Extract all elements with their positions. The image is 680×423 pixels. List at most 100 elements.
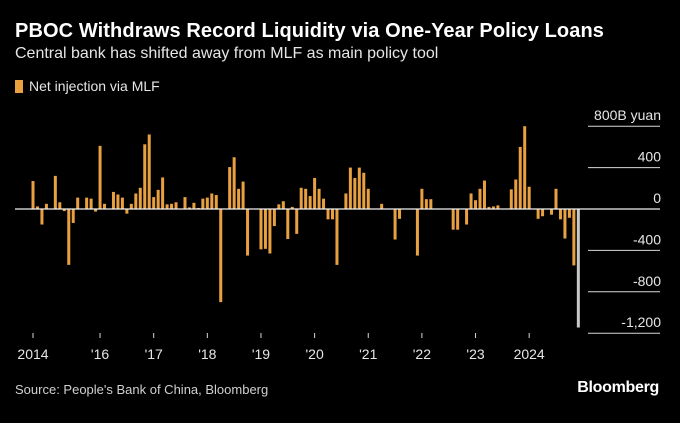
bar [58,202,62,209]
bar [563,209,567,239]
bar [89,198,93,209]
bar [420,188,424,209]
bar [313,177,317,209]
bar [40,209,44,225]
y-tick-label: 400 [638,149,662,165]
bar [482,180,486,209]
bar [398,209,402,219]
bar [330,209,334,220]
bar [317,188,321,209]
bar [120,197,124,209]
bar [201,198,205,209]
bar [44,203,48,209]
x-tick-label: '21 [359,346,377,362]
bar [474,200,478,209]
bar [161,177,165,209]
bar [380,203,384,209]
x-tick-label: '17 [145,346,163,362]
bar [362,172,366,209]
bar [465,209,469,225]
bar [344,193,348,209]
bar [152,197,156,209]
bar [456,209,460,230]
bar [322,198,326,209]
bar [94,209,98,212]
bar [558,209,562,220]
bar [147,134,151,209]
bar [143,144,147,209]
bar [35,206,39,209]
bar [134,193,138,209]
bloomberg-logo: Bloomberg [577,379,659,396]
bar [290,206,294,209]
bar [259,209,263,250]
bar [103,203,107,209]
bar [469,193,473,209]
bar [326,209,330,220]
y-tick-label: 0 [653,190,661,206]
bar [286,209,290,240]
bar [541,209,545,217]
bar [523,126,527,209]
legend-swatch [15,79,23,93]
x-tick-label: '18 [198,346,216,362]
bar [277,204,281,209]
bar [357,167,361,209]
bar [268,209,272,254]
bar [219,209,223,303]
bar [491,206,495,209]
bar [487,206,491,209]
bar [393,209,397,240]
bar [53,175,57,209]
bar [554,188,558,209]
bar [174,202,178,209]
bar [451,209,455,230]
y-tick-label: -400 [633,231,661,247]
bar [424,199,428,209]
bar [232,157,236,209]
bar [263,209,267,249]
bar [237,188,241,209]
bar [353,177,357,209]
bar [281,201,285,209]
x-tick-label: '19 [252,346,270,362]
bar [62,209,66,212]
bar [514,179,518,209]
bar [192,202,196,209]
bar [567,209,571,218]
chart-subtitle: Central bank has shifted away from MLF a… [15,45,439,62]
bar [308,196,312,209]
bar [129,203,133,209]
x-tick-label: '22 [413,346,431,362]
y-tick-label: -1,200 [621,314,661,330]
bar [348,167,352,209]
bar [415,209,419,256]
chart-title: PBOC Withdraws Record Liquidity via One-… [15,20,604,42]
bar [299,187,303,209]
x-tick-label: 2014 [17,346,48,362]
y-tick-label: -800 [633,273,661,289]
x-tick-label: 2024 [514,346,545,362]
bar [429,199,433,209]
bar [527,186,531,209]
legend-label: Net injection via MLF [29,78,160,94]
bar [572,209,576,266]
bar [335,209,339,265]
bar [156,189,160,209]
bar [214,195,218,209]
bar [125,209,129,214]
x-tick-label: '16 [91,346,109,362]
bar [85,197,89,209]
bar [98,145,102,209]
bar [246,209,250,256]
bar [165,204,169,209]
bar [76,197,80,209]
bar [228,167,232,209]
bar [116,194,120,209]
bar [518,146,522,209]
bar [295,209,299,234]
x-tick-label: '23 [466,346,484,362]
bar [366,188,370,209]
bar [241,181,245,209]
